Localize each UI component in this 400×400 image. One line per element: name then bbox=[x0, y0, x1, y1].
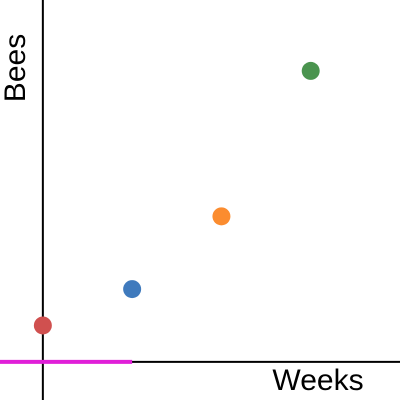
y-axis-label: Bees bbox=[0, 34, 32, 102]
x-axis-label: Weeks bbox=[272, 364, 363, 397]
point bbox=[212, 207, 231, 226]
point bbox=[33, 316, 52, 335]
point bbox=[301, 61, 320, 80]
point bbox=[123, 280, 142, 299]
